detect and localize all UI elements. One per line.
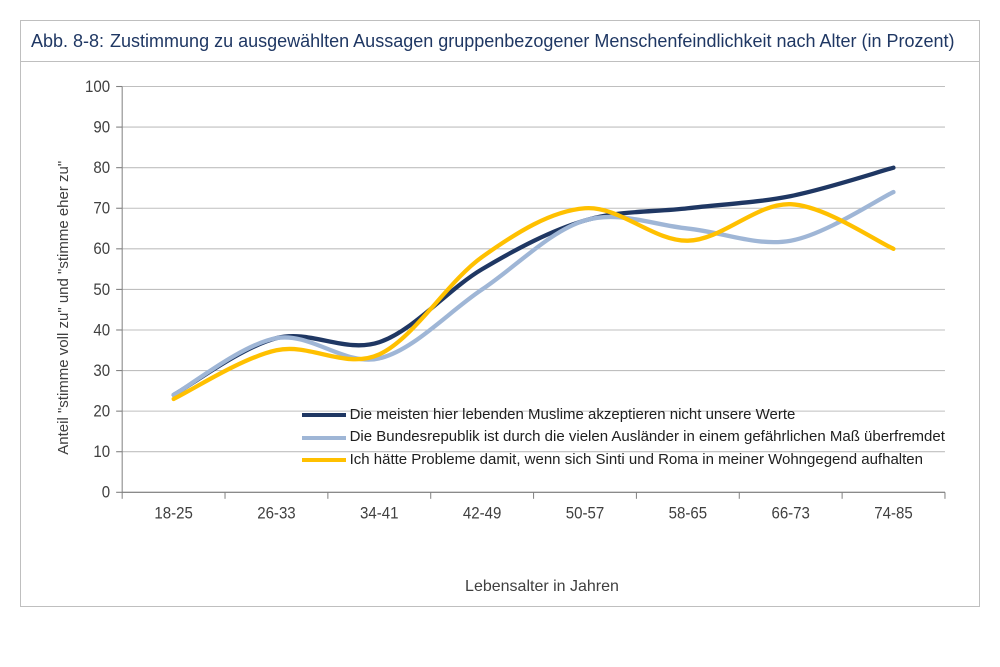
series-muslime bbox=[174, 168, 894, 395]
legend-row-auslaender: Die Bundesrepublik ist durch die vielen … bbox=[302, 426, 945, 449]
legend-swatch bbox=[302, 413, 346, 417]
y-tick-label: 50 bbox=[93, 282, 110, 300]
chart-title: Zustimmung zu ausgewählten Aussagen grup… bbox=[110, 29, 955, 53]
series-sinti_roma bbox=[174, 204, 894, 399]
figure-container: Abb. 8-8: Zustimmung zu ausgewählten Aus… bbox=[0, 0, 1000, 667]
y-tick-label: 90 bbox=[93, 119, 110, 137]
x-tick-label: 42-49 bbox=[463, 505, 501, 523]
x-tick-label: 58-65 bbox=[669, 505, 708, 523]
y-tick-label: 30 bbox=[93, 363, 110, 381]
plot-area: 0 10 20 30 40 50 60 70 80 90 100 18-25 26-33 34-41 42-… bbox=[72, 80, 955, 536]
y-tick-label: 20 bbox=[93, 403, 110, 421]
chart-row: Anteil "stimme voll zu" und "stimme eher… bbox=[49, 80, 955, 536]
legend-label: Die meisten hier lebenden Muslime akzept… bbox=[350, 404, 796, 427]
y-tick-label: 0 bbox=[102, 485, 111, 503]
legend-row-sinti_roma: Ich hätte Probleme damit, wenn sich Sint… bbox=[302, 449, 945, 472]
x-tick-label: 66-73 bbox=[771, 505, 810, 523]
y-tick-label: 70 bbox=[93, 200, 110, 218]
chart-title-prefix: Abb. 8-8: bbox=[31, 29, 104, 53]
y-tick-label: 100 bbox=[85, 79, 110, 97]
chart-title-row: Abb. 8-8: Zustimmung zu ausgewählten Aus… bbox=[21, 21, 979, 62]
data-series bbox=[174, 168, 894, 399]
x-tick-label: 74-85 bbox=[874, 505, 913, 523]
y-tick-label: 80 bbox=[93, 160, 110, 178]
y-tick-label: 10 bbox=[93, 444, 110, 462]
chart-cell: Anteil "stimme voll zu" und "stimme eher… bbox=[21, 62, 979, 606]
legend-swatch bbox=[302, 436, 346, 440]
legend-swatch bbox=[302, 458, 346, 462]
x-tick-label: 18-25 bbox=[154, 505, 193, 523]
x-tick-label: 34-41 bbox=[360, 505, 398, 523]
y-tick-label: 40 bbox=[93, 322, 110, 340]
legend-label: Die Bundesrepublik ist durch die vielen … bbox=[350, 426, 945, 449]
x-tick-label: 26-33 bbox=[257, 505, 296, 523]
x-tick-label: 50-57 bbox=[566, 505, 604, 523]
chart-border: Abb. 8-8: Zustimmung zu ausgewählten Aus… bbox=[20, 20, 980, 607]
y-tick-label: 60 bbox=[93, 241, 110, 259]
legend: Die meisten hier lebenden Muslime akzept… bbox=[302, 404, 945, 472]
legend-label: Ich hätte Probleme damit, wenn sich Sint… bbox=[350, 449, 923, 472]
legend-row-muslime: Die meisten hier lebenden Muslime akzept… bbox=[302, 404, 945, 427]
y-axis-label: Anteil "stimme voll zu" und "stimme eher… bbox=[49, 80, 72, 536]
x-axis-label: Lebensalter in Jahren bbox=[129, 578, 955, 596]
